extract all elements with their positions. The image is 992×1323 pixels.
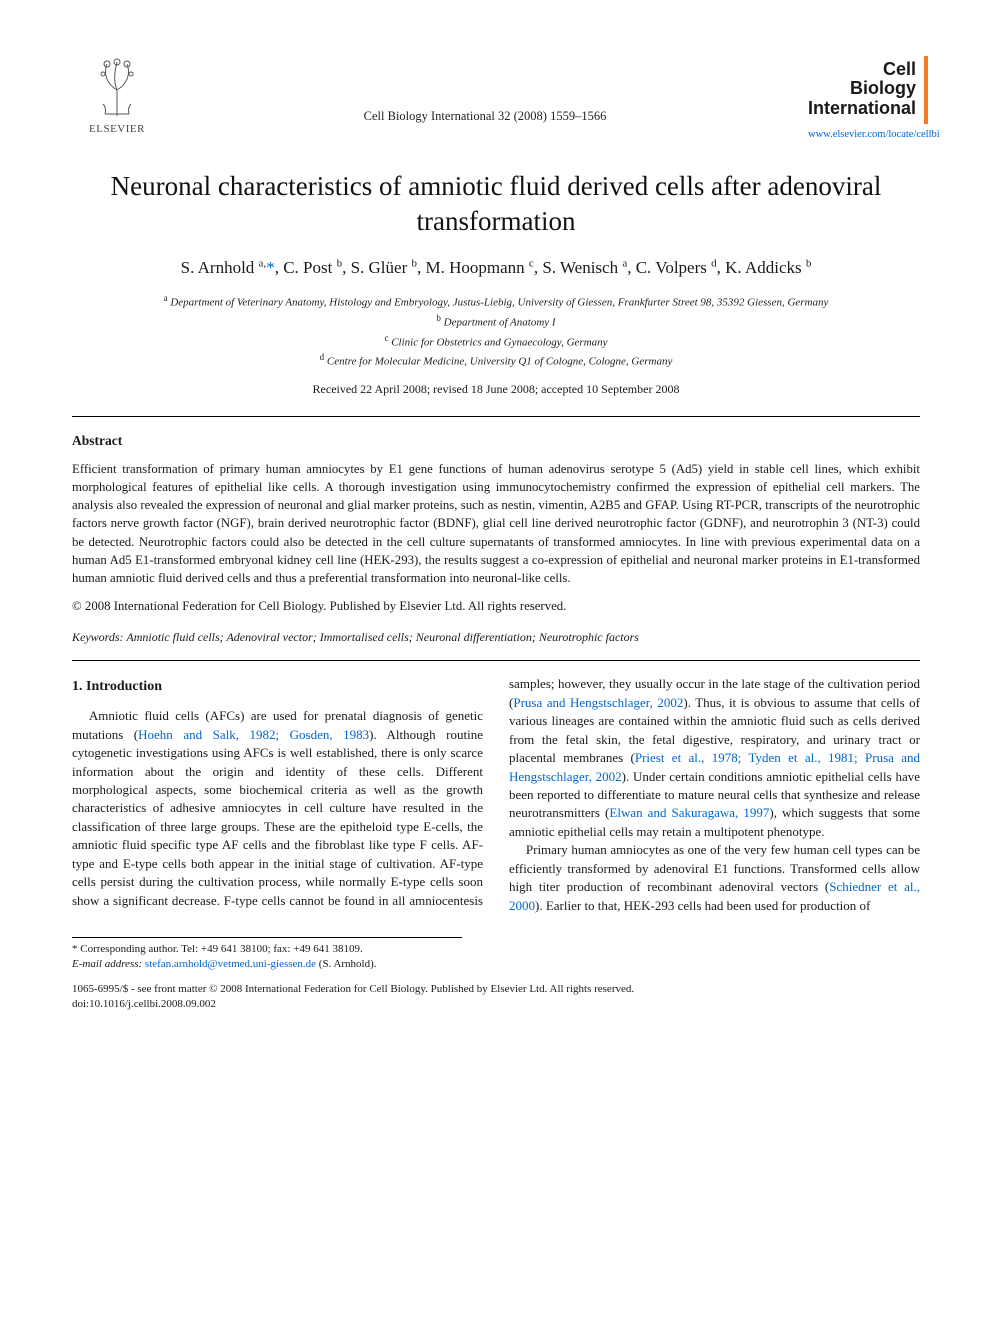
affiliations: a Department of Veterinary Anatomy, Hist… — [72, 292, 920, 370]
affiliation-row: d Centre for Molecular Medicine, Univers… — [72, 351, 920, 371]
rule-bottom — [72, 660, 920, 661]
corresponding-email-paren: (S. Arnhold). — [319, 958, 377, 970]
publisher-logo: ELSEVIER — [72, 56, 162, 138]
keywords-line: Keywords: Amniotic fluid cells; Adenovir… — [72, 629, 920, 646]
affiliation-row: a Department of Veterinary Anatomy, Hist… — [72, 292, 920, 312]
journal-brand: Cell Biology International www.elsevier.… — [808, 56, 920, 143]
citation-link[interactable]: Hoehn and Salk, 1982; Gosden, 1983 — [138, 727, 369, 742]
journal-brand-line: International — [808, 99, 916, 118]
email-label: E-mail address: — [72, 958, 142, 970]
publisher-name: ELSEVIER — [89, 122, 145, 138]
affiliation-row: b Department of Anatomy I — [72, 312, 920, 332]
corresponding-author-block: * Corresponding author. Tel: +49 641 381… — [72, 937, 462, 972]
journal-brand-line: Cell — [808, 60, 916, 79]
journal-brand-line: Biology — [808, 79, 916, 98]
authors-line: S. Arnhold a,*, C. Post b, S. Glüer b, M… — [72, 256, 920, 280]
page-footer: 1065-6995/$ - see front matter © 2008 In… — [72, 982, 920, 1012]
affiliation-row: c Clinic for Obstetrics and Gynaecology,… — [72, 332, 920, 352]
abstract-heading: Abstract — [72, 431, 920, 450]
citation-link[interactable]: Elwan and Sakuragawa, 1997 — [609, 805, 769, 820]
rule-top — [72, 416, 920, 417]
corresponding-line: * Corresponding author. Tel: +49 641 381… — [72, 942, 462, 957]
journal-homepage-link[interactable]: www.elsevier.com/locate/cellbi — [808, 128, 920, 143]
abstract-body: Efficient transformation of primary huma… — [72, 460, 920, 587]
body-columns: 1. Introduction Amniotic fluid cells (AF… — [72, 675, 920, 915]
journal-brand-box: Cell Biology International — [808, 56, 928, 124]
abstract-copyright: © 2008 International Federation for Cell… — [72, 597, 920, 615]
article-dates: Received 22 April 2008; revised 18 June … — [72, 381, 920, 398]
elsevier-tree-icon — [85, 56, 149, 120]
footer-doi: doi:10.1016/j.cellbi.2008.09.002 — [72, 997, 920, 1012]
intro-paragraph-2: Primary human amniocytes as one of the v… — [509, 841, 920, 915]
corresponding-email-link[interactable]: stefan.arnhold@vetmed.uni-giessen.de — [145, 958, 316, 970]
page-header: ELSEVIER Cell Biology International 32 (… — [72, 56, 920, 143]
journal-reference: Cell Biology International 32 (2008) 155… — [162, 108, 808, 126]
citation-link[interactable]: Prusa and Hengstschlager, 2002 — [513, 695, 683, 710]
corresponding-email-line: E-mail address: stefan.arnhold@vetmed.un… — [72, 957, 462, 972]
article-title: Neuronal characteristics of amniotic flu… — [72, 169, 920, 238]
section-heading-introduction: 1. Introduction — [72, 677, 483, 697]
keywords-label: Keywords: — [72, 630, 124, 644]
keywords-text: Amniotic fluid cells; Adenoviral vector;… — [126, 630, 639, 644]
footer-copyright: 1065-6995/$ - see front matter © 2008 In… — [72, 982, 920, 997]
